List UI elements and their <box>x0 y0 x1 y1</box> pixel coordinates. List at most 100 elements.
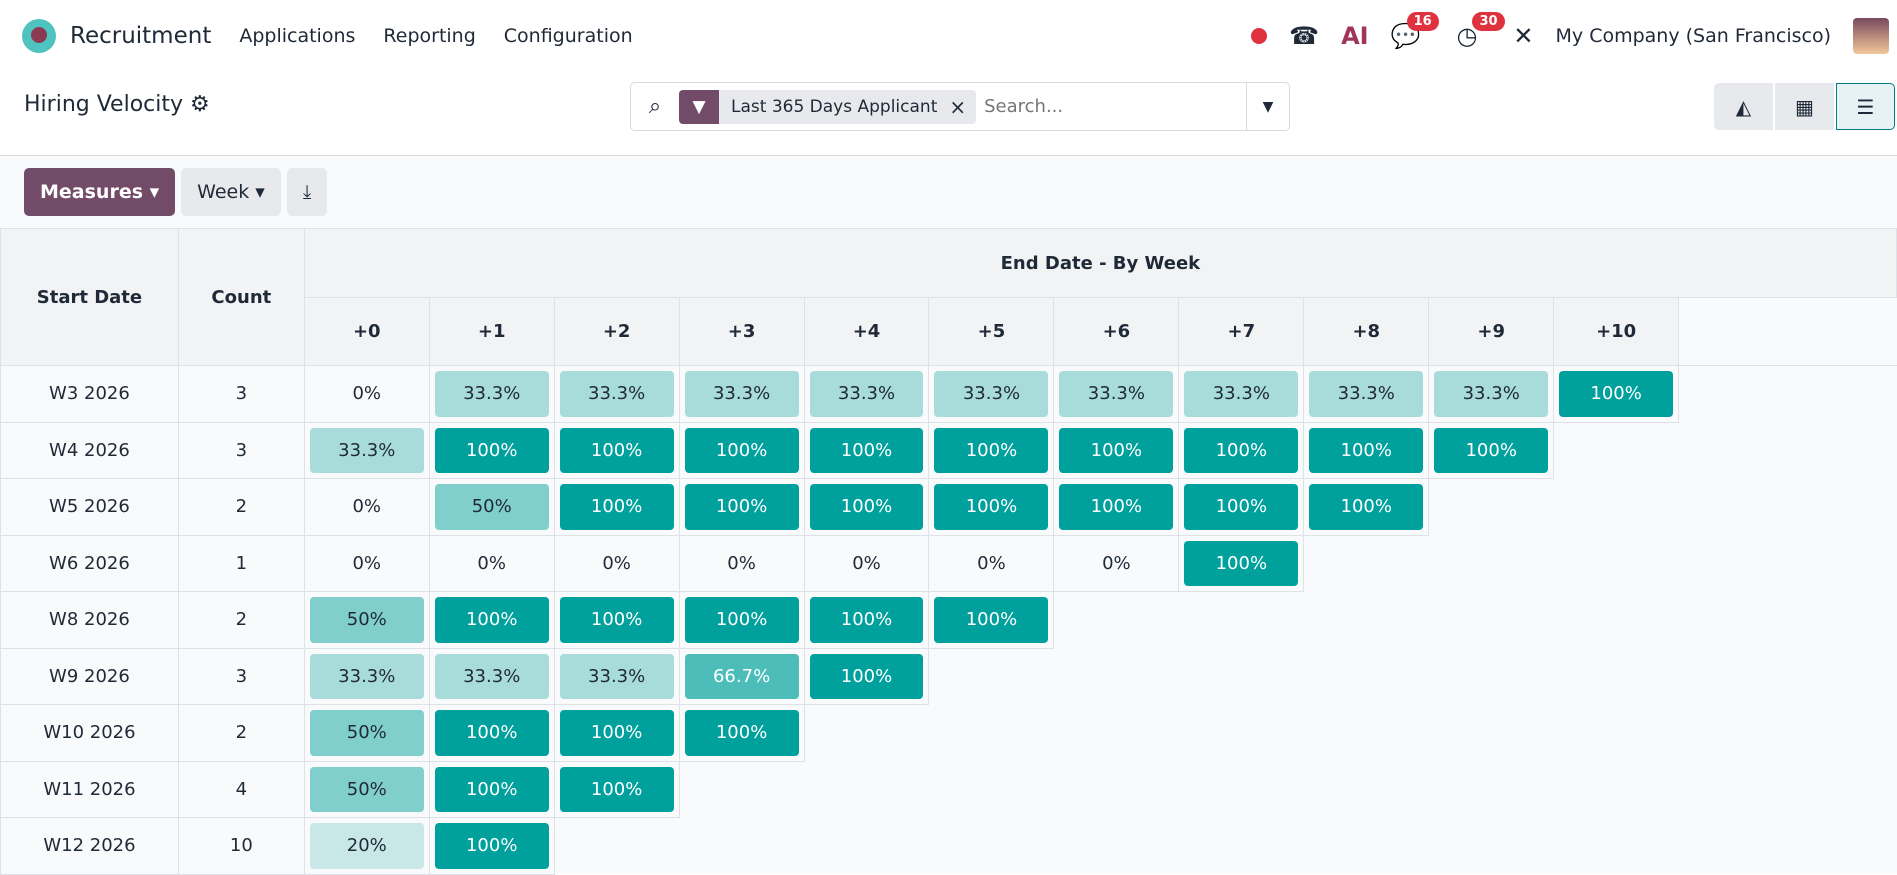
empty-cell <box>1428 817 1554 874</box>
cohort-cell[interactable]: 33.3% <box>303 647 430 705</box>
cohort-cell[interactable]: 100% <box>1553 365 1680 423</box>
cohort-cell[interactable]: 100% <box>678 478 805 536</box>
pivot-view-button[interactable]: ▦ <box>1775 83 1834 130</box>
activities-clock-icon[interactable]: ◷ 30 <box>1456 12 1505 48</box>
cohort-cell[interactable]: 0% <box>303 478 430 536</box>
cohort-cell[interactable]: 100% <box>428 421 555 479</box>
cohort-cell[interactable]: 33.3% <box>553 647 680 705</box>
count-cell: 3 <box>177 421 305 479</box>
gear-icon[interactable]: ⚙ <box>190 92 210 117</box>
cohort-value: 50% <box>309 766 424 812</box>
cohort-cell[interactable]: 0% <box>303 365 430 423</box>
cohort-cell[interactable]: 50% <box>303 760 430 818</box>
cohort-cell[interactable]: 100% <box>1178 478 1305 536</box>
cohort-cell[interactable]: 100% <box>1053 421 1180 479</box>
cohort-cell[interactable]: 100% <box>928 478 1055 536</box>
search-icon[interactable]: ⌕ <box>648 94 662 119</box>
cohort-cell[interactable]: 33.3% <box>1303 365 1430 423</box>
cohort-cell[interactable]: 33.3% <box>1053 365 1180 423</box>
recruitment-logo-icon[interactable] <box>22 19 56 53</box>
cohort-cell[interactable]: 50% <box>303 704 430 762</box>
cohort-cell[interactable]: 0% <box>553 534 680 592</box>
remove-facet-icon[interactable]: × <box>949 94 967 119</box>
cohort-cell[interactable]: 66.7% <box>678 647 805 705</box>
menu-configuration[interactable]: Configuration <box>503 25 633 47</box>
messages-icon[interactable]: 💬 16 <box>1391 12 1439 48</box>
empty-cell <box>1303 591 1429 648</box>
measures-button[interactable]: Measures ▾ <box>24 168 176 216</box>
user-avatar[interactable] <box>1853 18 1889 54</box>
cohort-cell[interactable]: 100% <box>553 591 680 649</box>
empty-cell <box>1553 422 1679 479</box>
app-brand[interactable]: Recruitment <box>70 23 212 49</box>
cohort-cell[interactable]: 100% <box>803 591 930 649</box>
cohort-cell[interactable]: 0% <box>1053 534 1180 592</box>
cohort-cell[interactable]: 50% <box>303 591 430 649</box>
cohort-cell[interactable]: 100% <box>553 760 680 818</box>
cohort-cell[interactable]: 100% <box>1303 421 1430 479</box>
cohort-cell[interactable]: 100% <box>928 421 1055 479</box>
phone-icon[interactable]: ☎ <box>1289 22 1320 50</box>
cohort-row: W4 2026 3 33.3% 100% 100% 100% 100% 100% 100% 100… <box>0 421 1897 479</box>
tools-icon[interactable]: ✕ <box>1513 22 1534 50</box>
cohort-cell[interactable]: 100% <box>428 591 555 649</box>
cohort-cell[interactable]: 0% <box>803 534 930 592</box>
cohort-cell[interactable]: 0% <box>928 534 1055 592</box>
cohort-cell[interactable]: 100% <box>803 647 930 705</box>
cohort-cell[interactable]: 0% <box>303 534 430 592</box>
cohort-cell[interactable]: 0% <box>678 534 805 592</box>
cohort-cell[interactable]: 33.3% <box>678 365 805 423</box>
cohort-cell[interactable]: 100% <box>553 421 680 479</box>
cohort-cell[interactable]: 100% <box>553 704 680 762</box>
cohort-cell[interactable]: 33.3% <box>428 647 555 705</box>
company-switcher[interactable]: My Company (San Francisco) <box>1555 25 1831 47</box>
cohort-cell[interactable]: 100% <box>678 421 805 479</box>
cohort-cell[interactable]: 100% <box>1178 534 1305 592</box>
count-header: Count <box>177 228 305 366</box>
cohort-cell[interactable]: 20% <box>303 817 430 875</box>
recording-icon[interactable] <box>1251 28 1268 44</box>
cohort-value: 0% <box>852 552 881 574</box>
search-input[interactable] <box>976 96 1246 117</box>
cohort-value: 100% <box>684 484 799 530</box>
cohort-cell[interactable]: 33.3% <box>428 365 555 423</box>
interval-column-header: +4 <box>803 297 930 366</box>
download-button[interactable]: ⤓ <box>286 168 328 216</box>
cohort-cell[interactable]: 33.3% <box>1178 365 1305 423</box>
cohort-cell[interactable]: 33.3% <box>553 365 680 423</box>
cohort-cell[interactable]: 100% <box>803 421 930 479</box>
cohort-cell[interactable]: 100% <box>428 704 555 762</box>
empty-cell <box>1178 648 1304 705</box>
cohort-cell[interactable]: 100% <box>678 704 805 762</box>
cohort-cell[interactable]: 100% <box>428 760 555 818</box>
graph-view-button[interactable]: ◭ <box>1714 83 1773 130</box>
search-options-toggle[interactable]: ▼ <box>1246 83 1289 130</box>
cohort-row: W10 2026 2 50% 100% 100% 100% <box>0 704 1897 762</box>
cohort-cell[interactable]: 33.3% <box>303 421 430 479</box>
empty-cell <box>1303 761 1429 818</box>
cohort-view-button[interactable]: ☰ <box>1836 83 1895 130</box>
cohort-cell[interactable]: 100% <box>428 817 555 875</box>
cohort-cell[interactable]: 33.3% <box>928 365 1055 423</box>
cohort-cell[interactable]: 100% <box>1178 421 1305 479</box>
row-filler <box>1678 817 1897 874</box>
cohort-cell[interactable]: 0% <box>428 534 555 592</box>
cohort-cell[interactable]: 100% <box>1428 421 1555 479</box>
cohort-cell[interactable]: 100% <box>803 478 930 536</box>
cohort-table: Start Date Count End Date - By Week +0 +1… <box>0 228 1897 875</box>
cohort-cell[interactable]: 33.3% <box>803 365 930 423</box>
interval-button[interactable]: Week ▾ <box>181 168 281 216</box>
cohort-cell[interactable]: 100% <box>1303 478 1430 536</box>
empty-cell <box>1428 761 1554 818</box>
cohort-value: 33.3% <box>309 427 424 473</box>
cohort-cell[interactable]: 100% <box>678 591 805 649</box>
cohort-value: 33.3% <box>1184 371 1299 417</box>
cohort-cell[interactable]: 33.3% <box>1428 365 1555 423</box>
cohort-cell[interactable]: 50% <box>428 478 555 536</box>
ai-icon[interactable]: AI <box>1341 22 1369 50</box>
cohort-cell[interactable]: 100% <box>928 591 1055 649</box>
cohort-cell[interactable]: 100% <box>553 478 680 536</box>
cohort-cell[interactable]: 100% <box>1053 478 1180 536</box>
menu-applications[interactable]: Applications <box>239 25 356 47</box>
menu-reporting[interactable]: Reporting <box>383 25 476 47</box>
